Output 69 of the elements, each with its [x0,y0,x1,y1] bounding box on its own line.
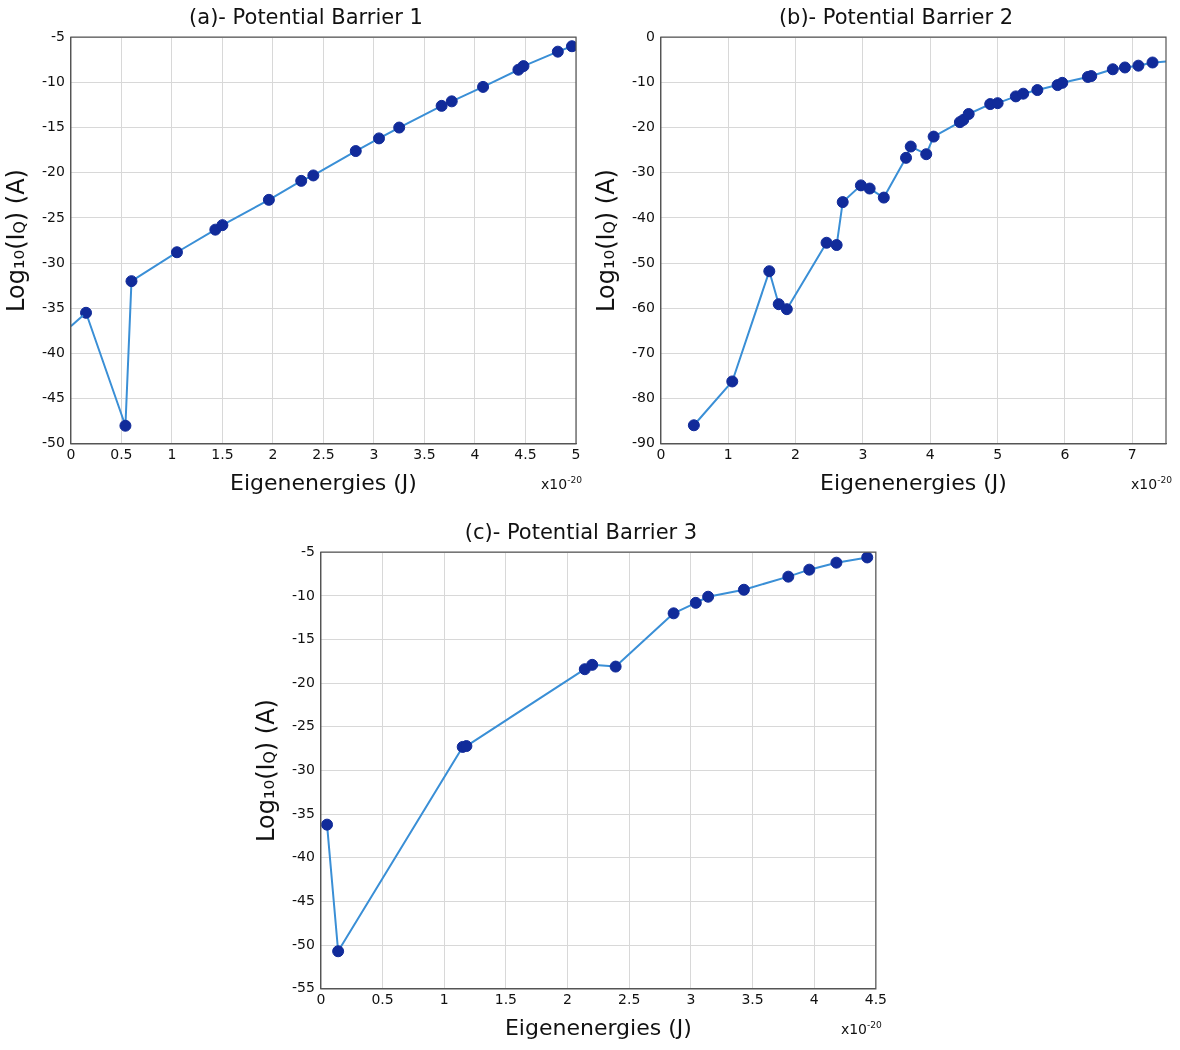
x-tick-label: 1 [723,445,733,462]
y-axis-title: Log₁₀(IQ) (A) [2,169,30,312]
y-tick-label: -35 [291,804,315,821]
y-tick-label: -45 [291,892,315,909]
x-axis-title: Eigenenergies (J) [504,1014,692,1040]
y-tick-label: -30 [41,253,65,270]
y-tick-label: -5 [50,27,65,44]
y-tick-label: -80 [631,389,655,406]
y-tick-label: -40 [631,208,655,225]
x-tick-label: 3.5 [413,445,436,462]
x-tick-label: 0 [656,445,666,462]
x-tick-label: 0.5 [110,445,133,462]
y-tick-label: -20 [631,118,655,135]
y-tick-label: -60 [631,298,655,315]
y-tick-label: -90 [631,434,655,451]
x-tick-label: 2.5 [312,445,335,462]
y-tick-label: -5 [300,542,315,559]
y-tick-label: -55 [291,979,315,996]
x-tick-label: 2 [563,990,572,1007]
y-tick-label: -15 [291,630,315,647]
x-tick-label: 1 [439,990,449,1007]
x-tick-label: 0 [316,990,326,1007]
y-tick-label: 0 [645,27,655,44]
y-tick-label: -10 [291,586,315,603]
x-tick-label: 0 [66,445,76,462]
x-tick-label: 3.5 [741,990,764,1007]
y-axis-title: Log₁₀(IQ) (A) [252,699,280,842]
y-tick-label: -15 [41,118,65,135]
x-tick-label: 2 [791,445,801,462]
x-tick-label: 4 [470,445,480,462]
chart-title: (c)- Potential Barrier 3 [464,520,698,545]
x-tick-label: 7 [1127,445,1137,462]
x-tick-label: 2.5 [618,990,641,1007]
x-tick-label: 2 [268,445,278,462]
y-tick-label: -30 [631,163,655,180]
y-tick-label: -20 [41,163,65,180]
chart-title: (a)- Potential Barrier 1 [189,5,423,30]
x-tick-label: 0.5 [371,990,394,1007]
x-tick-label: 4.5 [864,990,887,1007]
y-tick-label: -50 [631,253,655,270]
y-tick-label: -25 [41,208,65,225]
y-tick-label: -35 [41,298,65,315]
x-tick-label: 6 [1060,445,1070,462]
x-tick-label: 5 [993,445,1003,462]
x-tick-label: 1 [167,445,177,462]
y-tick-label: -40 [41,344,65,361]
x-tick-label: 3 [369,445,379,462]
x-tick-label: 4 [809,990,819,1007]
y-tick-label: -25 [291,717,315,734]
chart-title: (b)- Potential Barrier 2 [778,5,1014,30]
y-tick-label: -10 [41,73,65,90]
y-tick-label: -70 [631,344,655,361]
x-tick-label: 5 [571,445,581,462]
x-tick-label: 4 [925,445,935,462]
y-tick-label: -40 [291,848,315,865]
y-tick-label: -30 [291,761,315,778]
x-axis-title: Eigenenergies (J) [230,469,417,495]
x-tick-label: 1.5 [211,445,234,462]
y-tick-label: -10 [631,73,655,90]
x-tick-label: 4.5 [514,445,537,462]
y-axis-title: Log₁₀(IQ) (A) [592,169,620,312]
y-tick-label: -20 [291,673,315,690]
x-tick-label: 1.5 [494,990,517,1007]
x-tick-label: 3 [686,990,696,1007]
y-tick-label: -50 [291,935,315,952]
y-tick-label: -45 [41,389,65,406]
x-axis-title: Eigenenergies (J) [820,469,1007,495]
y-tick-label: -50 [41,434,65,451]
x-tick-label: 3 [858,445,868,462]
